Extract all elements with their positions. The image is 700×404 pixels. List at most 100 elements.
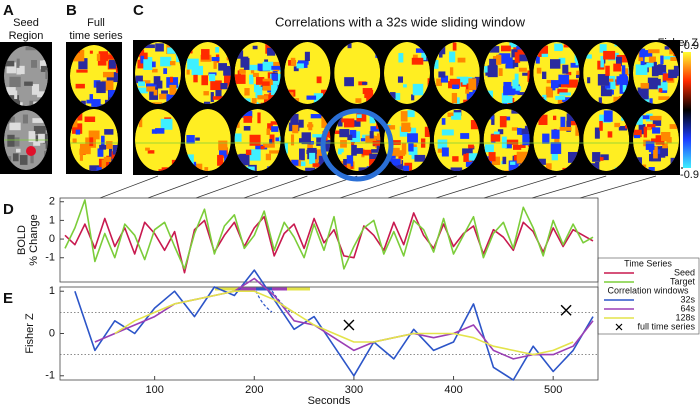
brain-blob (32, 118, 44, 123)
brain-blob (501, 92, 508, 104)
brain-blob (249, 134, 261, 146)
brain-blob (40, 65, 48, 72)
brain-blob (500, 45, 511, 52)
brain-blob (605, 65, 610, 76)
legend-label: 32s (680, 294, 695, 304)
brain-blob (658, 96, 670, 100)
brain-blob (652, 127, 661, 134)
brain-blob (600, 56, 604, 68)
brain-blob (351, 144, 357, 156)
brain-blob (460, 133, 470, 139)
brain-blob (652, 118, 662, 126)
brain-blob (101, 80, 114, 91)
brain-blob (517, 46, 526, 58)
brain-blob (401, 122, 411, 133)
connector (99, 175, 159, 199)
brain-blob (111, 151, 118, 159)
brain-blob (203, 101, 211, 104)
brain-blob (16, 58, 20, 70)
brain-blob (260, 145, 265, 150)
brain-blob (339, 129, 350, 138)
brain-blob (550, 59, 561, 69)
brain-blob (411, 94, 415, 101)
brain-blob (506, 139, 519, 145)
brain-blob (234, 133, 242, 142)
brain-blob (263, 143, 275, 148)
brain-blob (42, 60, 48, 66)
brain-blob (465, 161, 476, 167)
panel-label: E (3, 290, 13, 307)
brain-blob (538, 45, 549, 57)
brain-blob (135, 75, 143, 84)
brain-blob (251, 98, 257, 104)
brain-blob (140, 55, 145, 64)
brain-blob (158, 169, 162, 171)
brain-blob (637, 87, 649, 100)
brain-blob (559, 126, 572, 131)
brain-blob (91, 99, 101, 107)
brain-blob (621, 65, 626, 77)
brain-blob (522, 134, 530, 146)
brain-blob (558, 57, 566, 64)
brain-blob (203, 91, 209, 96)
brain-blob (33, 125, 46, 135)
brain-blob (291, 159, 299, 166)
brain-blob (321, 116, 331, 128)
brain-blob (558, 74, 569, 85)
x-axis-label: Seconds (308, 395, 351, 404)
brain-blob (338, 148, 344, 153)
brain-blob (524, 125, 530, 131)
brain (633, 109, 679, 171)
brain-blob (462, 148, 473, 156)
brain-blob (638, 124, 646, 135)
brain-blob (397, 150, 406, 156)
brain-blob (661, 132, 671, 142)
brain-blob (527, 71, 530, 76)
brain-blob (645, 141, 655, 150)
brain-blob (658, 88, 663, 93)
brain-blob (437, 139, 448, 151)
brain-blob (447, 112, 459, 117)
brain-blob (9, 76, 21, 88)
brain-blob (241, 110, 253, 118)
brain-blob (468, 144, 474, 149)
legend-label: Seed (674, 267, 695, 277)
panel-title: Seed (13, 17, 39, 29)
brain-blob (468, 153, 479, 161)
brain-blob (369, 153, 380, 160)
brain-blob (600, 85, 612, 97)
brain-blob (520, 128, 530, 135)
brain-blob (137, 59, 145, 69)
brain-blob (522, 72, 530, 76)
brain-blob (599, 120, 603, 131)
legend-title: Correlation windows (607, 285, 689, 295)
brain-blob (89, 165, 100, 171)
panel-title: Full (87, 17, 105, 29)
brain-blob (566, 113, 576, 125)
brain-blob (552, 115, 557, 121)
brain-blob (306, 95, 317, 100)
brain-blob (279, 136, 281, 141)
brain-blob (271, 126, 279, 132)
brain (433, 109, 480, 171)
brain-blob (414, 154, 426, 162)
brain-blob (613, 63, 622, 72)
brain-blob (155, 43, 164, 52)
brain-blob (660, 145, 666, 158)
brain-blob (491, 114, 495, 125)
brain-blob (220, 83, 228, 90)
brain-blob (258, 103, 263, 104)
brain-blob (253, 72, 259, 78)
brain-blob (663, 56, 676, 60)
brain-blob (239, 153, 250, 166)
brain-blob (213, 57, 217, 69)
brain-blob (243, 58, 250, 70)
brain-blob (19, 65, 25, 75)
brain-blob (391, 92, 401, 101)
brain-blob (506, 57, 513, 69)
brain-blob (296, 63, 304, 69)
brain-blob (513, 144, 522, 150)
brain-blob (102, 71, 114, 78)
brain-blob (89, 50, 93, 54)
